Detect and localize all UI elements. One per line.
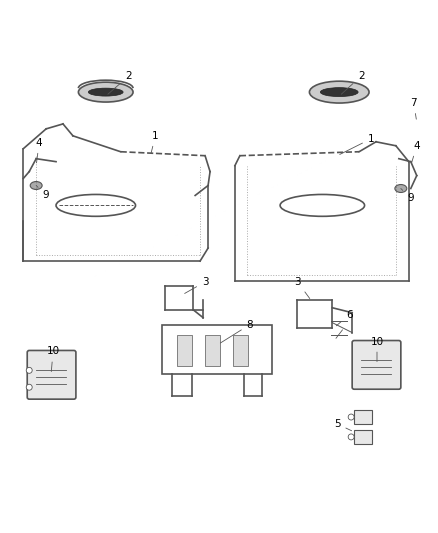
Text: 5: 5 (334, 419, 352, 431)
Ellipse shape (78, 82, 133, 102)
Ellipse shape (348, 434, 354, 440)
Text: 6: 6 (336, 310, 353, 326)
Ellipse shape (320, 87, 358, 96)
FancyBboxPatch shape (352, 341, 401, 389)
Text: 3: 3 (294, 277, 310, 298)
Ellipse shape (30, 182, 42, 190)
Ellipse shape (309, 81, 369, 103)
Bar (354, 410, 372, 424)
Bar (205, 335, 220, 366)
Text: 7: 7 (410, 98, 417, 119)
Ellipse shape (26, 367, 32, 373)
Text: 2: 2 (341, 71, 364, 94)
Text: 4: 4 (36, 138, 42, 163)
Ellipse shape (348, 414, 354, 420)
Text: 9: 9 (401, 189, 414, 204)
Ellipse shape (395, 184, 407, 192)
Bar (177, 335, 192, 366)
Bar (233, 335, 248, 366)
Text: 1: 1 (340, 134, 374, 155)
Ellipse shape (88, 88, 123, 96)
FancyBboxPatch shape (27, 351, 76, 399)
Text: 1: 1 (151, 131, 159, 153)
Text: 3: 3 (185, 277, 208, 294)
Text: 10: 10 (46, 346, 60, 372)
Bar (354, 430, 372, 444)
Text: 9: 9 (36, 185, 49, 200)
Ellipse shape (26, 384, 32, 390)
Bar (162, 325, 272, 374)
Text: 2: 2 (108, 71, 132, 94)
Text: 10: 10 (371, 336, 384, 361)
Text: 8: 8 (220, 320, 253, 343)
Text: 4: 4 (412, 141, 420, 163)
